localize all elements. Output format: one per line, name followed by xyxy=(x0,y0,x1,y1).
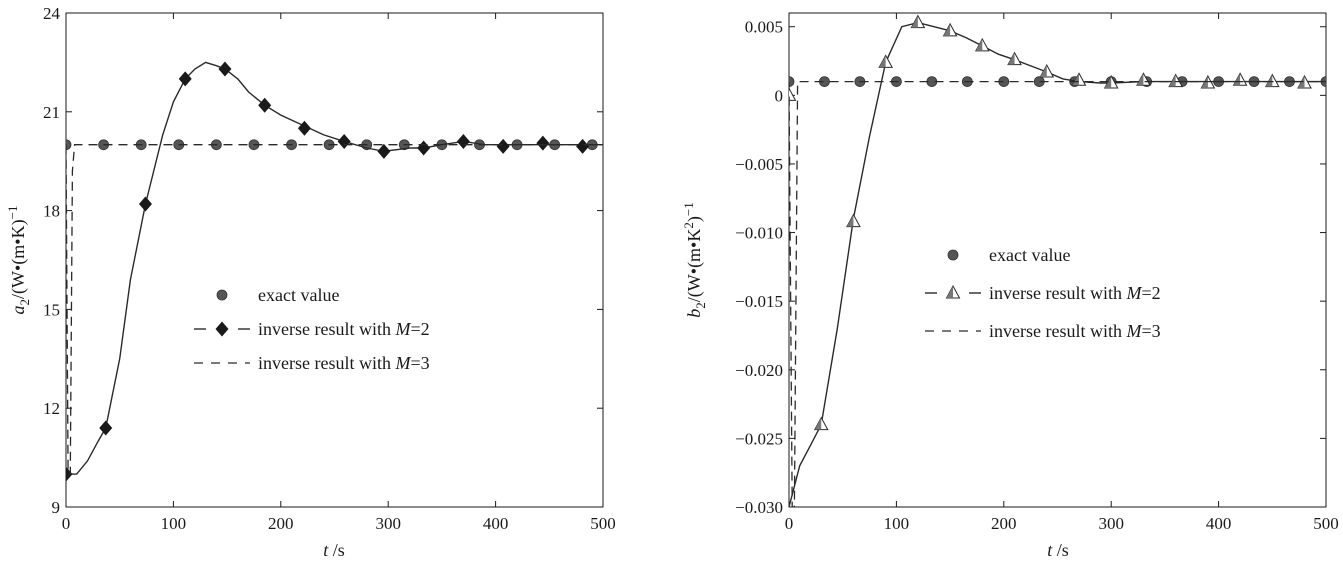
data-point xyxy=(942,22,958,37)
data-point xyxy=(258,97,272,113)
legend-label: exact value xyxy=(989,245,1070,265)
data-point xyxy=(1168,73,1183,88)
y-tick-label: 24 xyxy=(43,4,61,23)
x-tick-label: 200 xyxy=(991,514,1017,533)
y-tick-label: 9 xyxy=(52,498,61,517)
series-line xyxy=(66,144,603,475)
x-tick-label: 0 xyxy=(62,514,71,533)
legend: exact value inverse result with M=2 invers… xyxy=(194,285,430,373)
data-point xyxy=(337,133,351,149)
y-axis-label: b2/(W•(m•K2)−1 xyxy=(681,202,708,317)
data-point xyxy=(66,139,72,151)
y-tick-label: −0.005 xyxy=(735,155,783,174)
y-tick-label: 12 xyxy=(43,399,60,418)
y-tick-label: −0.025 xyxy=(735,429,783,448)
series-inverse-result-with-m-2 xyxy=(66,61,603,482)
y-tick-label: −0.015 xyxy=(735,292,783,311)
y-tick-label: 0.005 xyxy=(745,18,783,37)
legend-label: inverse result with M=2 xyxy=(989,283,1161,303)
chart-a2: 0 100 200 300 400 500 9 12 15 18 21 24 exact value… xyxy=(5,4,616,560)
x-tick-label: 400 xyxy=(483,514,509,533)
data-point xyxy=(974,37,990,52)
data-point xyxy=(1039,63,1055,78)
y-ticks: 0.005 0 −0.005 −0.010 −0.015 −0.020 −0.025 −0.0… xyxy=(735,18,1326,517)
data-point xyxy=(878,54,893,68)
data-point xyxy=(377,143,391,159)
legend: exact value inverse result with M=2 invers… xyxy=(925,245,1161,341)
legend-label: exact value xyxy=(258,285,339,305)
legend-label: inverse result with M=3 xyxy=(258,353,430,373)
x-tick-label: 100 xyxy=(884,514,910,533)
data-point xyxy=(789,87,797,101)
data-point xyxy=(218,61,232,77)
y-tick-label: 15 xyxy=(43,300,60,319)
data-point xyxy=(1232,72,1248,86)
legend-label: inverse result with M=2 xyxy=(258,319,430,339)
plot-frame xyxy=(65,12,604,508)
data-point xyxy=(846,213,861,228)
plot-frame xyxy=(788,12,1327,508)
axis-labels: t /s a2/(W•(m•K)−1 xyxy=(5,206,345,560)
x-ticks: 0 100 200 300 400 500 xyxy=(785,13,1339,533)
y-tick-label: −0.010 xyxy=(735,224,783,243)
x-tick-label: 200 xyxy=(268,514,294,533)
x-tick-label: 300 xyxy=(375,514,401,533)
x-axis-label: t /s xyxy=(323,540,345,560)
legend-entry: exact value xyxy=(947,245,1070,265)
data-point xyxy=(910,14,926,29)
legend-entry: inverse result with M=3 xyxy=(194,353,430,373)
series-inverse-result-with-m-3 xyxy=(66,144,603,475)
data-point xyxy=(813,416,829,431)
plot-area xyxy=(789,14,1326,507)
data-point xyxy=(576,138,590,154)
data-point xyxy=(789,76,795,88)
series-inverse-result-with-m-2 xyxy=(789,14,1326,507)
legend-entry: inverse result with M=2 xyxy=(925,283,1161,303)
y-tick-label: −0.030 xyxy=(735,498,783,517)
data-point xyxy=(496,138,510,154)
x-tick-label: 300 xyxy=(1098,514,1124,533)
data-point xyxy=(417,140,431,156)
data-point xyxy=(99,420,113,436)
x-tick-label: 100 xyxy=(161,514,187,533)
data-point xyxy=(297,120,311,136)
legend-entry: inverse result with M=3 xyxy=(925,321,1161,341)
x-tick-label: 0 xyxy=(785,514,794,533)
data-point xyxy=(178,71,192,87)
y-tick-label: −0.020 xyxy=(735,361,783,380)
y-axis-label: a2/(W•(m•K)−1 xyxy=(5,206,32,315)
data-point xyxy=(1264,73,1280,88)
x-tick-label: 400 xyxy=(1206,514,1232,533)
x-axis-label: t /s xyxy=(1047,540,1069,560)
chart-b2: 0 100 200 300 400 500 0.005 0 −0.005 −0.010 −0.01… xyxy=(681,12,1339,560)
y-tick-label: 18 xyxy=(43,202,60,221)
series-line xyxy=(789,21,1326,507)
legend-entry: inverse result with M=2 xyxy=(194,319,430,339)
x-ticks: 0 100 200 300 400 500 xyxy=(62,13,616,533)
x-tick-label: 500 xyxy=(590,514,616,533)
data-point xyxy=(536,135,550,151)
series-line xyxy=(66,61,603,475)
y-tick-label: 0 xyxy=(775,86,784,105)
y-tick-label: 21 xyxy=(43,103,60,122)
data-point xyxy=(138,196,152,212)
data-point xyxy=(1007,51,1022,66)
data-point xyxy=(456,133,470,149)
plot-area xyxy=(66,61,603,482)
legend-entry: exact value xyxy=(216,285,339,305)
y-ticks: 9 12 15 18 21 24 xyxy=(43,4,603,517)
axis-labels: t /s b2/(W•(m•K2)−1 xyxy=(681,202,1069,560)
legend-label: inverse result with M=3 xyxy=(989,321,1161,341)
x-tick-label: 500 xyxy=(1313,514,1339,533)
